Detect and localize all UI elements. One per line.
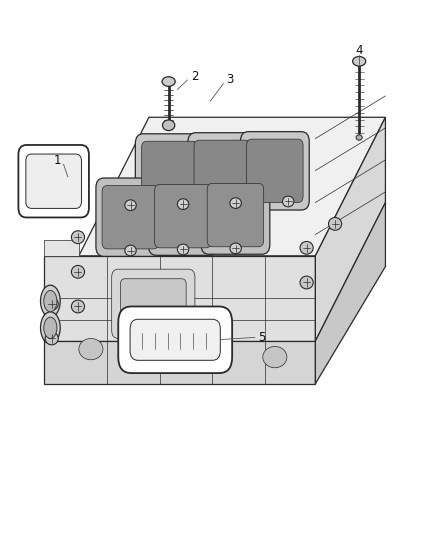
FancyBboxPatch shape: [194, 140, 251, 204]
Text: 3: 3: [226, 74, 233, 86]
Ellipse shape: [44, 317, 57, 338]
FancyBboxPatch shape: [18, 145, 89, 217]
Ellipse shape: [40, 285, 60, 317]
FancyBboxPatch shape: [155, 184, 211, 248]
Ellipse shape: [162, 77, 175, 86]
FancyBboxPatch shape: [201, 176, 270, 254]
Ellipse shape: [263, 346, 287, 368]
Ellipse shape: [45, 297, 58, 310]
Ellipse shape: [300, 276, 313, 289]
Ellipse shape: [356, 135, 362, 140]
Ellipse shape: [328, 217, 342, 230]
Ellipse shape: [353, 56, 366, 66]
Ellipse shape: [71, 231, 85, 244]
Ellipse shape: [177, 199, 189, 209]
FancyBboxPatch shape: [188, 133, 257, 211]
Text: 5: 5: [258, 331, 265, 344]
Ellipse shape: [177, 244, 189, 255]
FancyBboxPatch shape: [240, 132, 309, 210]
FancyBboxPatch shape: [141, 141, 198, 205]
Polygon shape: [79, 117, 385, 256]
FancyBboxPatch shape: [96, 178, 165, 256]
Ellipse shape: [283, 196, 294, 207]
Polygon shape: [44, 341, 315, 384]
Polygon shape: [44, 256, 315, 341]
FancyBboxPatch shape: [120, 279, 186, 329]
Ellipse shape: [140, 341, 164, 362]
Text: 4: 4: [355, 44, 363, 57]
Text: 1: 1: [53, 155, 61, 167]
FancyBboxPatch shape: [130, 319, 220, 360]
Ellipse shape: [162, 120, 175, 131]
Ellipse shape: [79, 338, 103, 360]
Ellipse shape: [125, 245, 136, 256]
Ellipse shape: [300, 241, 313, 254]
Ellipse shape: [71, 300, 85, 313]
Ellipse shape: [125, 200, 136, 211]
Ellipse shape: [201, 344, 226, 365]
Ellipse shape: [44, 290, 57, 312]
FancyBboxPatch shape: [247, 139, 303, 203]
Ellipse shape: [230, 198, 241, 208]
Ellipse shape: [45, 332, 58, 345]
FancyBboxPatch shape: [207, 183, 264, 247]
Ellipse shape: [71, 265, 85, 278]
FancyBboxPatch shape: [118, 306, 232, 373]
FancyBboxPatch shape: [135, 134, 204, 212]
FancyBboxPatch shape: [148, 177, 217, 255]
Polygon shape: [44, 240, 79, 256]
FancyBboxPatch shape: [112, 269, 195, 338]
Text: 2: 2: [191, 70, 199, 83]
FancyBboxPatch shape: [102, 185, 159, 249]
Polygon shape: [315, 203, 385, 384]
Ellipse shape: [40, 312, 60, 344]
Polygon shape: [315, 117, 385, 341]
FancyBboxPatch shape: [26, 154, 81, 208]
Ellipse shape: [230, 243, 241, 254]
